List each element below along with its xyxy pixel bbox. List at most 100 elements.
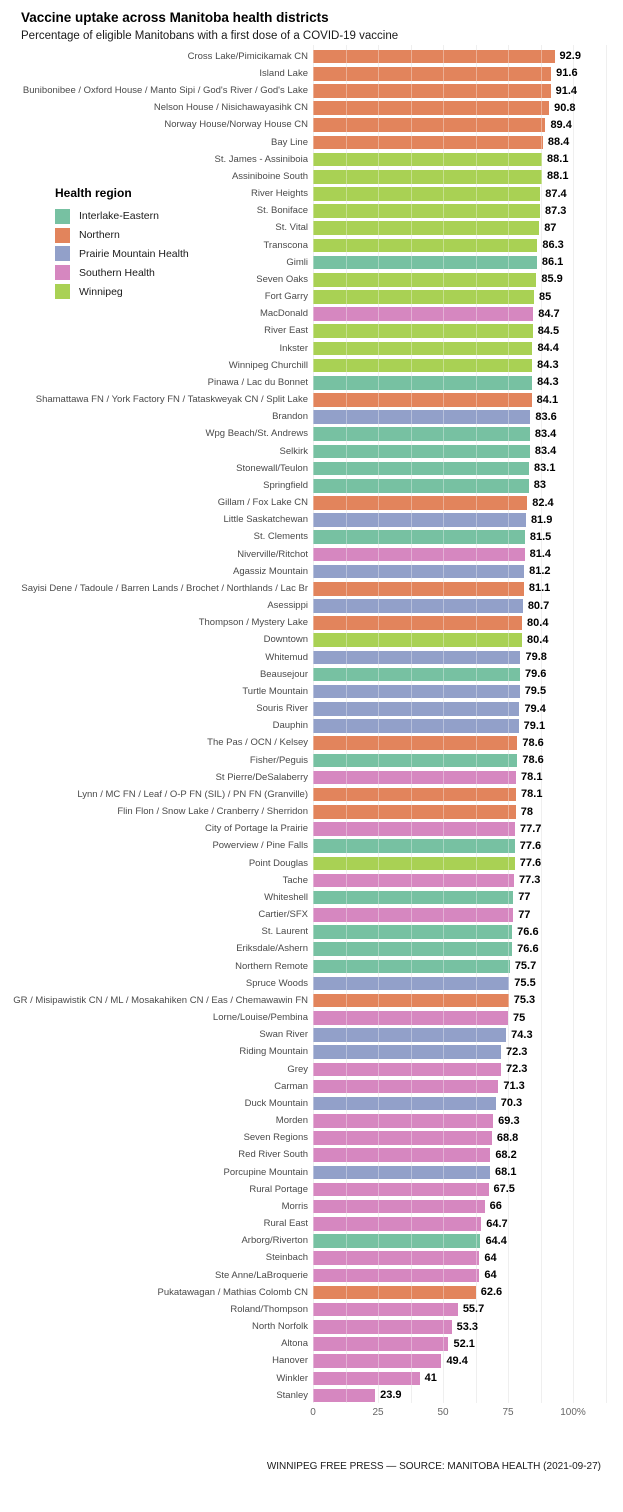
bar [313, 1320, 452, 1334]
district-label: Point Douglas [248, 857, 308, 869]
bar [313, 530, 525, 544]
bar-value-label: 74.3 [511, 1028, 533, 1041]
bar [313, 1354, 442, 1368]
district-label: Whiteshell [264, 891, 308, 903]
district-label: GR / Misipawistik CN / ML / Mosakahiken … [13, 994, 308, 1006]
district-label: Agassiz Mountain [233, 565, 308, 577]
district-label: Assiniboine South [231, 170, 308, 182]
bar-value-label: 84.5 [537, 324, 560, 337]
legend-item: Southern Health [55, 263, 189, 282]
bar [313, 599, 523, 613]
bar [313, 290, 534, 304]
district-label: Wpg Beach/St. Andrews [205, 428, 308, 440]
district-label: Powerview / Pine Falls [212, 840, 308, 852]
district-label: Gillam / Fox Lake CN [217, 497, 308, 509]
legend-label: Prairie Mountain Health [79, 247, 189, 260]
bar [313, 1217, 482, 1231]
bar-value-label: 83.4 [534, 427, 557, 440]
district-label: Spruce Woods [245, 977, 308, 989]
legend-swatch-icon [55, 265, 70, 281]
bar-value-label: 84.1 [536, 393, 559, 406]
district-label: St. Laurent [261, 926, 308, 938]
bar [313, 1285, 476, 1300]
district-label: Beausejour [259, 668, 308, 680]
district-label: Carman [274, 1080, 308, 1092]
district-label: Pukatawagan / Mathias Colomb CN [157, 1286, 309, 1298]
bar [313, 770, 517, 785]
bar-value-label: 52.1 [453, 1337, 475, 1350]
bar [313, 1148, 491, 1162]
bar-value-label: 49.4 [446, 1354, 468, 1367]
bar [313, 84, 551, 98]
district-label: Seven Regions [243, 1132, 308, 1144]
district-label: Stonewall/Teulon [236, 462, 308, 474]
bar-value-label: 80.4 [527, 616, 549, 629]
bar [313, 959, 510, 974]
district-label: River East [264, 325, 308, 337]
district-label: Porcupine Mountain [223, 1166, 309, 1178]
bar-value-label: 75.3 [513, 994, 536, 1007]
bar [313, 1234, 481, 1248]
bar-value-label: 86.1 [541, 256, 564, 269]
bar [313, 753, 518, 768]
x-axis-tick-label: 50 [437, 1407, 449, 1418]
source-credit: WINNIPEG FREE PRESS — SOURCE: MANITOBA H… [266, 1461, 601, 1472]
bar [313, 1045, 501, 1059]
bar [313, 187, 541, 201]
bar-value-label: 92.9 [559, 50, 581, 63]
district-label: Eriksdale/Ashern [236, 943, 308, 955]
legend-item: Winnipeg [55, 282, 189, 301]
bar-value-label: 87.3 [544, 204, 567, 217]
legend-label: Southern Health [79, 266, 155, 279]
district-label: Pinawa / Lac du Bonnet [207, 376, 308, 388]
district-label: The Pas / OCN / Kelsey [207, 737, 308, 749]
bar [313, 633, 523, 647]
x-axis-tick-label: 100% [560, 1407, 586, 1418]
bar [313, 393, 532, 407]
bar-value-label: 71.3 [503, 1080, 525, 1093]
bar [313, 101, 550, 115]
legend-item: Northern [55, 226, 189, 245]
legend-swatch-icon [55, 227, 70, 243]
bar-value-label: 81.9 [530, 513, 553, 526]
district-label: St Pierre/DeSalaberry [215, 771, 308, 783]
bar-value-label: 86.3 [542, 239, 564, 252]
bar-value-label: 79.6 [524, 668, 547, 681]
bar [313, 856, 515, 871]
district-label: St. Clements [253, 531, 308, 543]
bar-value-label: 78 [520, 805, 534, 818]
district-label: Arborg/Riverton [241, 1235, 308, 1247]
bar [313, 135, 543, 150]
bar [313, 375, 533, 390]
bar-value-label: 77.7 [520, 822, 542, 835]
bar-value-label: 77 [518, 891, 531, 904]
bar [313, 1114, 494, 1128]
bar-value-label: 41 [424, 1372, 437, 1384]
bar [313, 358, 533, 373]
bar [313, 1062, 501, 1077]
bar [313, 1096, 496, 1111]
gridline-overlay [443, 45, 444, 1403]
district-label: St. Boniface [256, 205, 308, 217]
bar-value-label: 91.6 [556, 67, 578, 80]
bar [313, 925, 513, 939]
bar [313, 908, 514, 922]
bar-value-label: 83.4 [534, 445, 557, 458]
bar-value-label: 81.4 [529, 548, 552, 561]
legend-items: Interlake-Eastern Northern Prairie Mountai… [55, 207, 189, 301]
bar-value-label: 78.1 [521, 788, 543, 801]
chart-subtitle: Percentage of eligible Manitobans with a… [21, 30, 399, 42]
district-label: Island Lake [259, 67, 308, 79]
district-label: Cross Lake/Pimicikamak CN [187, 50, 308, 62]
bar-value-label: 64 [484, 1251, 497, 1264]
district-label: City of Portage la Prairie [205, 823, 308, 835]
bar [313, 616, 523, 630]
bar-value-label: 88.1 [547, 153, 569, 166]
bar [313, 1302, 458, 1317]
bar-value-label: 69.3 [498, 1114, 520, 1127]
bar [313, 787, 517, 802]
district-label: Fisher/Peguis [249, 754, 308, 766]
bar-value-label: 77 [518, 908, 531, 921]
district-label: Northern Remote [235, 960, 308, 972]
